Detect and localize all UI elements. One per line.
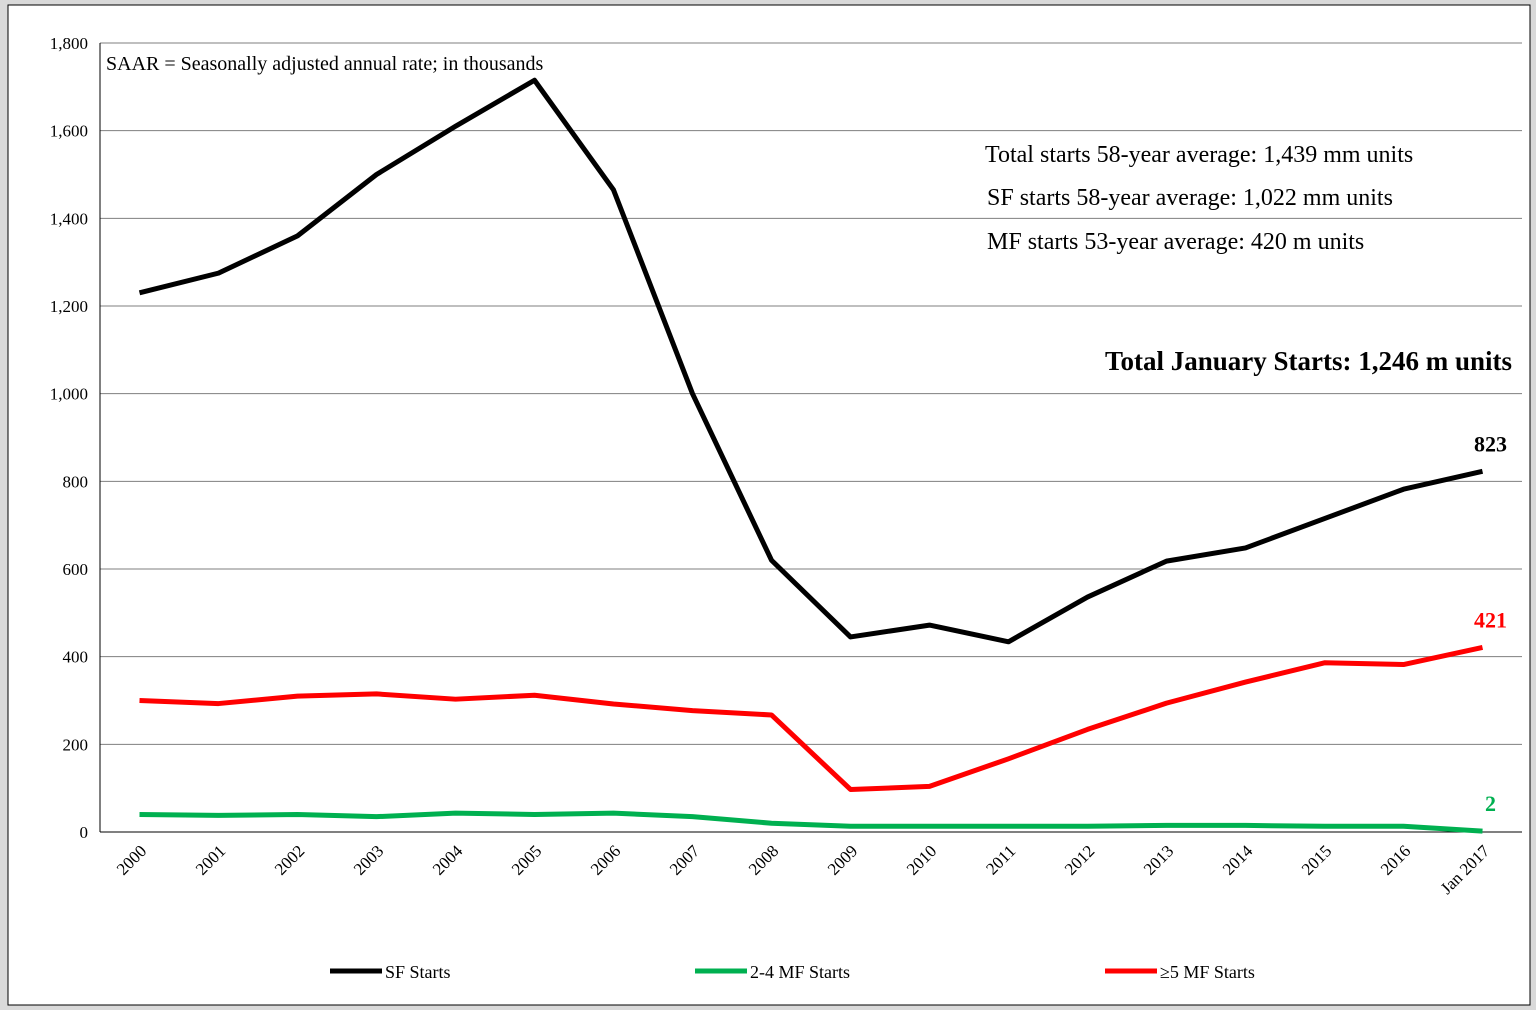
annotation: MF starts 53-year average: 420 m units [987, 229, 1364, 255]
y-tick-label: 800 [63, 472, 89, 491]
series-line [138, 77, 1484, 645]
annotation: SF starts 58-year average: 1,022 mm unit… [987, 185, 1393, 211]
y-tick-label: 1,800 [50, 34, 88, 53]
legend-label: 2-4 MF Starts [750, 962, 850, 982]
annotation: Total January Starts: 1,246 m units [1105, 346, 1512, 376]
legend-label: SF Starts [385, 962, 451, 982]
data-label: 823 [1474, 431, 1507, 456]
y-tick-label: 0 [80, 823, 89, 842]
data-label: 2 [1485, 791, 1496, 816]
annotation: Total starts 58-year average: 1,439 mm u… [985, 142, 1413, 168]
legend-label: ≥5 MF Starts [1160, 962, 1255, 982]
y-tick-label: 1,400 [50, 209, 88, 228]
y-tick-label: 1,200 [50, 297, 88, 316]
data-label: 421 [1474, 607, 1507, 632]
chart-frame [7, 4, 1531, 1006]
series-line [139, 645, 1484, 792]
y-tick-label: 1,600 [50, 122, 88, 141]
annotation: SAAR = Seasonally adjusted annual rate; … [106, 53, 544, 75]
series-line [139, 810, 1483, 834]
y-tick-label: 200 [63, 735, 89, 754]
y-tick-label: 600 [63, 560, 89, 579]
y-tick-label: 400 [63, 648, 89, 667]
y-tick-label: 1,000 [50, 385, 88, 404]
